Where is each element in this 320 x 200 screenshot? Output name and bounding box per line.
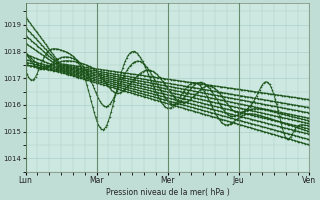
- X-axis label: Pression niveau de la mer( hPa ): Pression niveau de la mer( hPa ): [106, 188, 229, 197]
